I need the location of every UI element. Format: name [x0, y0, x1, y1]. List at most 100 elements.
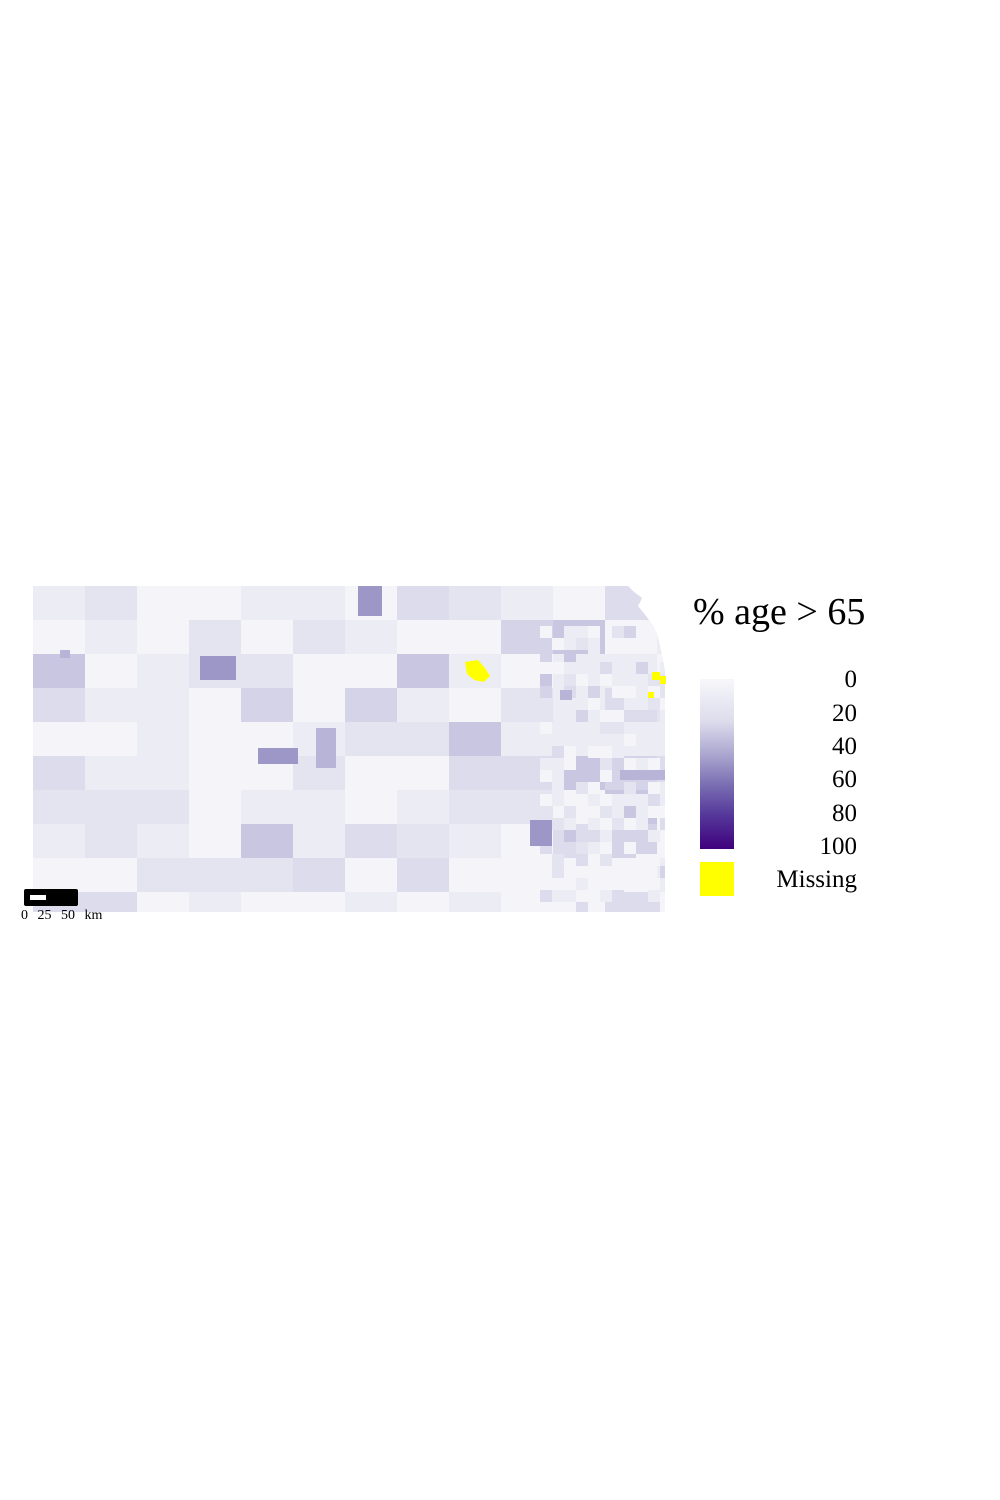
scale-label: 25	[37, 908, 52, 923]
census-tract	[540, 794, 552, 806]
census-tract	[553, 586, 606, 621]
census-tract	[33, 756, 86, 791]
census-tract	[564, 878, 576, 890]
census-tract	[241, 586, 294, 621]
census-tract	[648, 878, 660, 890]
census-tract	[137, 756, 190, 791]
census-tract	[624, 818, 636, 830]
census-tract	[137, 654, 190, 689]
census-tract	[345, 620, 398, 655]
legend-tick-label: 100	[819, 833, 858, 860]
census-tract	[636, 674, 648, 686]
census-tract	[241, 892, 294, 912]
census-tract	[624, 686, 636, 698]
census-tract	[576, 638, 588, 650]
census-tract	[588, 698, 600, 710]
census-tract	[85, 858, 138, 893]
census-tract	[293, 858, 346, 893]
census-tract	[636, 806, 648, 818]
census-tract	[576, 854, 588, 866]
census-tract	[657, 892, 665, 912]
census-tract	[540, 770, 552, 782]
census-tract	[564, 758, 576, 770]
census-tract-high	[620, 770, 665, 780]
census-tract	[540, 722, 552, 734]
census-tract	[564, 890, 576, 902]
census-tract	[600, 842, 612, 854]
census-tract	[33, 722, 86, 757]
census-tract	[189, 824, 242, 859]
census-tract	[576, 902, 588, 912]
census-tract	[588, 866, 600, 878]
census-tract	[85, 790, 138, 825]
census-tract	[552, 890, 564, 902]
census-tract	[345, 722, 398, 757]
census-tract	[189, 756, 242, 791]
census-tract	[564, 638, 576, 650]
census-tract	[397, 790, 450, 825]
missing-area	[660, 676, 666, 684]
census-tract	[397, 858, 450, 893]
census-tract	[85, 586, 138, 621]
census-tract	[636, 698, 648, 710]
census-tract	[564, 818, 576, 830]
census-tract	[600, 830, 612, 842]
census-tract	[137, 620, 190, 655]
census-tract	[85, 722, 138, 757]
census-tract	[564, 746, 576, 758]
census-tract	[449, 586, 502, 621]
census-tract	[449, 688, 502, 723]
legend-color-ramp	[700, 679, 734, 849]
census-tract	[612, 794, 624, 806]
census-tract	[600, 710, 612, 722]
census-tract	[33, 790, 86, 825]
census-tract	[624, 794, 636, 806]
census-tract-high	[358, 586, 382, 616]
census-tract	[624, 782, 636, 794]
census-tract	[552, 662, 564, 674]
missing-area	[465, 660, 490, 682]
census-tract	[345, 790, 398, 825]
census-tract	[293, 654, 346, 689]
scale-label: 0	[21, 908, 28, 923]
census-tract	[648, 794, 660, 806]
census-tract	[137, 824, 190, 859]
census-tract	[540, 674, 552, 686]
census-tract	[397, 756, 450, 791]
census-tract	[552, 782, 564, 794]
census-tract	[600, 758, 612, 770]
census-tract	[501, 586, 554, 621]
census-tract	[564, 806, 576, 818]
census-tract	[540, 686, 552, 698]
census-tract-high	[530, 820, 552, 846]
legend-missing-swatch	[700, 862, 734, 896]
census-tract	[540, 626, 552, 638]
census-tract	[397, 892, 450, 912]
legend-tick-label: 80	[832, 800, 857, 827]
census-tract	[588, 794, 600, 806]
census-tract	[612, 686, 624, 698]
census-tract	[660, 698, 665, 710]
census-tract	[293, 688, 346, 723]
census-tract	[449, 790, 502, 825]
census-tract	[85, 654, 138, 689]
census-tract	[588, 650, 600, 662]
census-tract	[660, 782, 665, 794]
census-tract	[576, 842, 588, 854]
census-tract	[33, 824, 86, 859]
census-tract	[449, 620, 502, 655]
census-tract	[540, 890, 552, 902]
census-tract	[552, 818, 564, 830]
census-tract	[397, 688, 450, 723]
census-tract	[612, 806, 624, 818]
census-tract	[648, 890, 660, 902]
census-tract	[137, 858, 190, 893]
census-tract-high	[200, 656, 236, 680]
census-tract	[600, 662, 612, 674]
census-tract	[624, 758, 636, 770]
census-tract	[241, 824, 294, 859]
census-tract	[397, 722, 450, 757]
census-tract	[588, 782, 600, 794]
census-tract	[241, 654, 294, 689]
